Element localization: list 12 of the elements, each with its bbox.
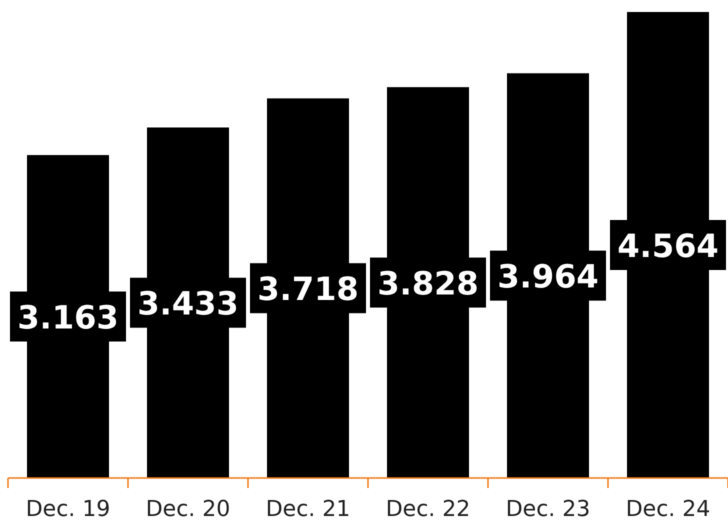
data-label: 3.163 xyxy=(17,298,119,337)
x-tick-label: Dec. 20 xyxy=(146,497,230,522)
data-label: 3.433 xyxy=(137,284,239,323)
data-label: 3.718 xyxy=(257,270,359,308)
x-tick-label: Dec. 19 xyxy=(26,497,110,522)
x-tick-label: Dec. 24 xyxy=(626,497,710,522)
x-tick-label: Dec. 23 xyxy=(506,497,590,522)
x-tick-label: Dec. 21 xyxy=(266,497,350,522)
x-tick-label: Dec. 22 xyxy=(386,497,470,522)
data-label: 3.964 xyxy=(497,258,599,296)
data-label: 3.828 xyxy=(377,264,479,303)
data-label: 4.564 xyxy=(617,227,719,265)
